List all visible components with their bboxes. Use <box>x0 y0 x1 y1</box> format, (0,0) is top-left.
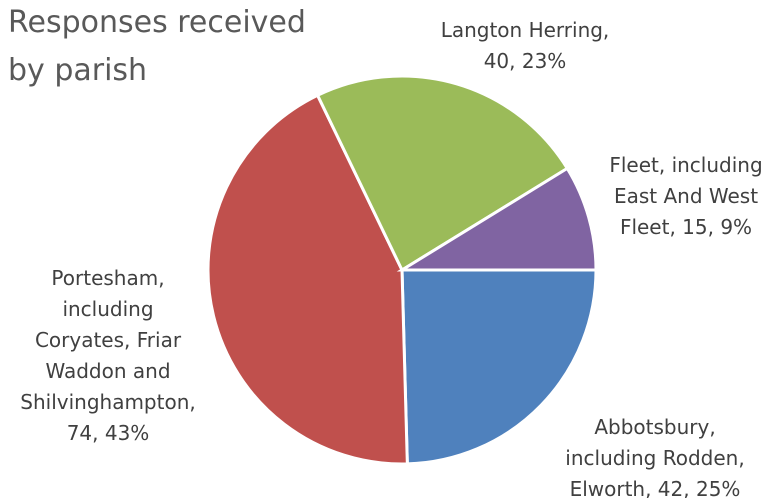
pie-slice <box>315 74 570 273</box>
pie-slice <box>396 166 598 272</box>
data-label: Langton Herring, 40, 23% <box>441 18 610 73</box>
chart-title: Responses received by parish <box>8 5 306 88</box>
data-label: Abbotsbury, including Rodden, Elworth, 42,… <box>565 415 744 498</box>
data-label: Fleet, including East And West Fleet, 15, … <box>609 153 762 239</box>
pie-slice <box>206 93 409 466</box>
data-label: Portesham, including Coryates, Friar Waddon… <box>20 266 195 445</box>
pie-slice <box>400 268 598 466</box>
